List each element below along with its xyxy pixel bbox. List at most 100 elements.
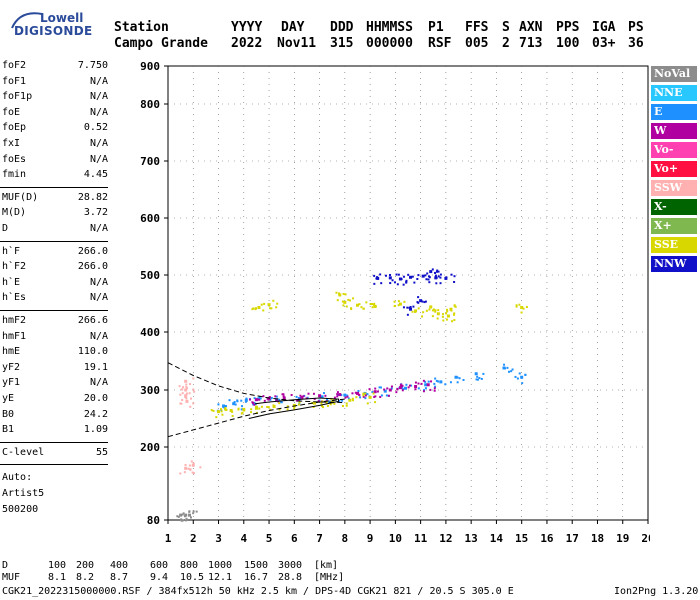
x-tick-label: 19 xyxy=(616,532,629,545)
param-value-foep: 0.52 xyxy=(83,122,108,134)
data-point xyxy=(414,309,418,313)
data-point-speckle xyxy=(380,394,383,397)
param-name-b1: B1 xyxy=(2,424,15,436)
data-point-speckle xyxy=(222,406,225,409)
data-point-speckle xyxy=(245,397,248,400)
param-separator xyxy=(0,464,108,466)
data-point-speckle xyxy=(179,393,182,396)
data-point xyxy=(338,293,342,297)
header-value-2: Nov11 xyxy=(277,36,317,51)
data-point-speckle xyxy=(436,317,439,320)
param-value-fxi: N/A xyxy=(89,138,108,149)
data-point-speckle xyxy=(450,273,453,276)
data-point-speckle xyxy=(193,390,196,393)
param-separator xyxy=(0,441,108,443)
logo-arc-icon xyxy=(11,12,43,29)
data-point-speckle xyxy=(389,273,392,276)
header-value-8: 713 xyxy=(519,36,543,51)
data-point-speckle xyxy=(428,281,431,284)
data-point-speckle xyxy=(266,406,269,409)
data-point-speckle xyxy=(417,296,420,299)
data-point-speckle xyxy=(407,386,410,389)
param-name-hes: h`Es xyxy=(2,292,27,304)
data-point-speckle xyxy=(376,390,379,393)
data-point-speckle xyxy=(354,391,357,394)
data-point-speckle xyxy=(371,303,374,306)
data-point-speckle xyxy=(412,305,415,308)
data-point-speckle xyxy=(352,297,355,300)
data-point-speckle xyxy=(221,413,224,416)
param-value-yf2: 19.1 xyxy=(83,361,108,373)
x-tick-label: 4 xyxy=(240,532,247,545)
data-point-speckle xyxy=(427,275,430,278)
data-point-speckle xyxy=(185,397,188,400)
data-point-speckle xyxy=(437,309,440,312)
param-value-mufd: 28.82 xyxy=(77,191,108,203)
param-name-yf2: yF2 xyxy=(2,361,21,373)
data-point xyxy=(272,405,276,409)
x-tick-label: 17 xyxy=(566,532,579,545)
data-point-speckle xyxy=(435,270,438,273)
data-point xyxy=(242,407,246,411)
data-point-speckle xyxy=(413,281,416,284)
data-point xyxy=(398,277,402,281)
data-point xyxy=(222,404,226,408)
legend-item-x: X- xyxy=(651,199,697,215)
data-point-speckle xyxy=(424,300,427,303)
data-point-speckle xyxy=(385,394,388,397)
data-point xyxy=(419,299,423,303)
data-point-speckle xyxy=(439,276,442,279)
header-value-3: 315 xyxy=(330,36,354,51)
data-point-speckle xyxy=(192,388,195,391)
data-point-speckle xyxy=(414,310,417,313)
data-point-speckle xyxy=(396,283,399,286)
data-point-speckle xyxy=(458,377,461,380)
series-1 xyxy=(248,379,436,406)
footer-muf-value: 28.8 xyxy=(278,572,303,583)
data-point xyxy=(449,307,453,311)
data-point-speckle xyxy=(297,403,300,406)
auto-scaling-line-1: Artist5 xyxy=(2,488,45,499)
x-tick-label: 12 xyxy=(439,532,452,545)
param-name-hf2: h`F2 xyxy=(2,261,27,273)
data-point xyxy=(373,390,377,394)
data-point-speckle xyxy=(351,397,354,400)
data-point-speckle xyxy=(295,399,298,402)
data-point-speckle xyxy=(374,305,377,308)
data-point-speckle xyxy=(435,379,438,382)
data-point-speckle xyxy=(275,399,278,402)
data-point-speckle xyxy=(429,388,432,391)
data-point xyxy=(343,393,347,397)
data-point-speckle xyxy=(258,398,261,401)
data-point-speckle xyxy=(384,274,387,277)
data-point-speckle xyxy=(321,405,324,408)
param-value-fof1p: N/A xyxy=(89,91,108,103)
param-name-he: h`E xyxy=(2,276,21,288)
data-point-speckle xyxy=(220,410,223,413)
param-name-foe: foE xyxy=(2,106,21,118)
x-tick-label: 13 xyxy=(465,532,478,545)
data-point-speckle xyxy=(369,303,372,306)
data-point-speckle xyxy=(376,276,379,279)
data-point-speckle xyxy=(371,391,374,394)
data-point xyxy=(421,274,425,278)
data-point-speckle xyxy=(258,407,261,410)
data-point-speckle xyxy=(453,312,456,315)
data-point xyxy=(439,380,443,384)
param-separator xyxy=(0,310,108,311)
data-point-speckle xyxy=(431,309,434,312)
data-point xyxy=(426,383,430,387)
footer-d-value: 3000 xyxy=(278,560,303,571)
data-point-speckle xyxy=(373,282,376,285)
data-point-speckle xyxy=(395,273,398,276)
data-point xyxy=(398,302,402,306)
data-point-speckle xyxy=(437,380,440,383)
data-point-speckle xyxy=(518,303,521,306)
param-value-md: 3.72 xyxy=(83,207,108,219)
data-point xyxy=(313,401,317,405)
plot-frame xyxy=(167,65,649,521)
data-point-speckle xyxy=(280,401,283,404)
data-point xyxy=(388,276,392,280)
data-point-speckle xyxy=(408,384,411,387)
data-point xyxy=(388,388,392,392)
